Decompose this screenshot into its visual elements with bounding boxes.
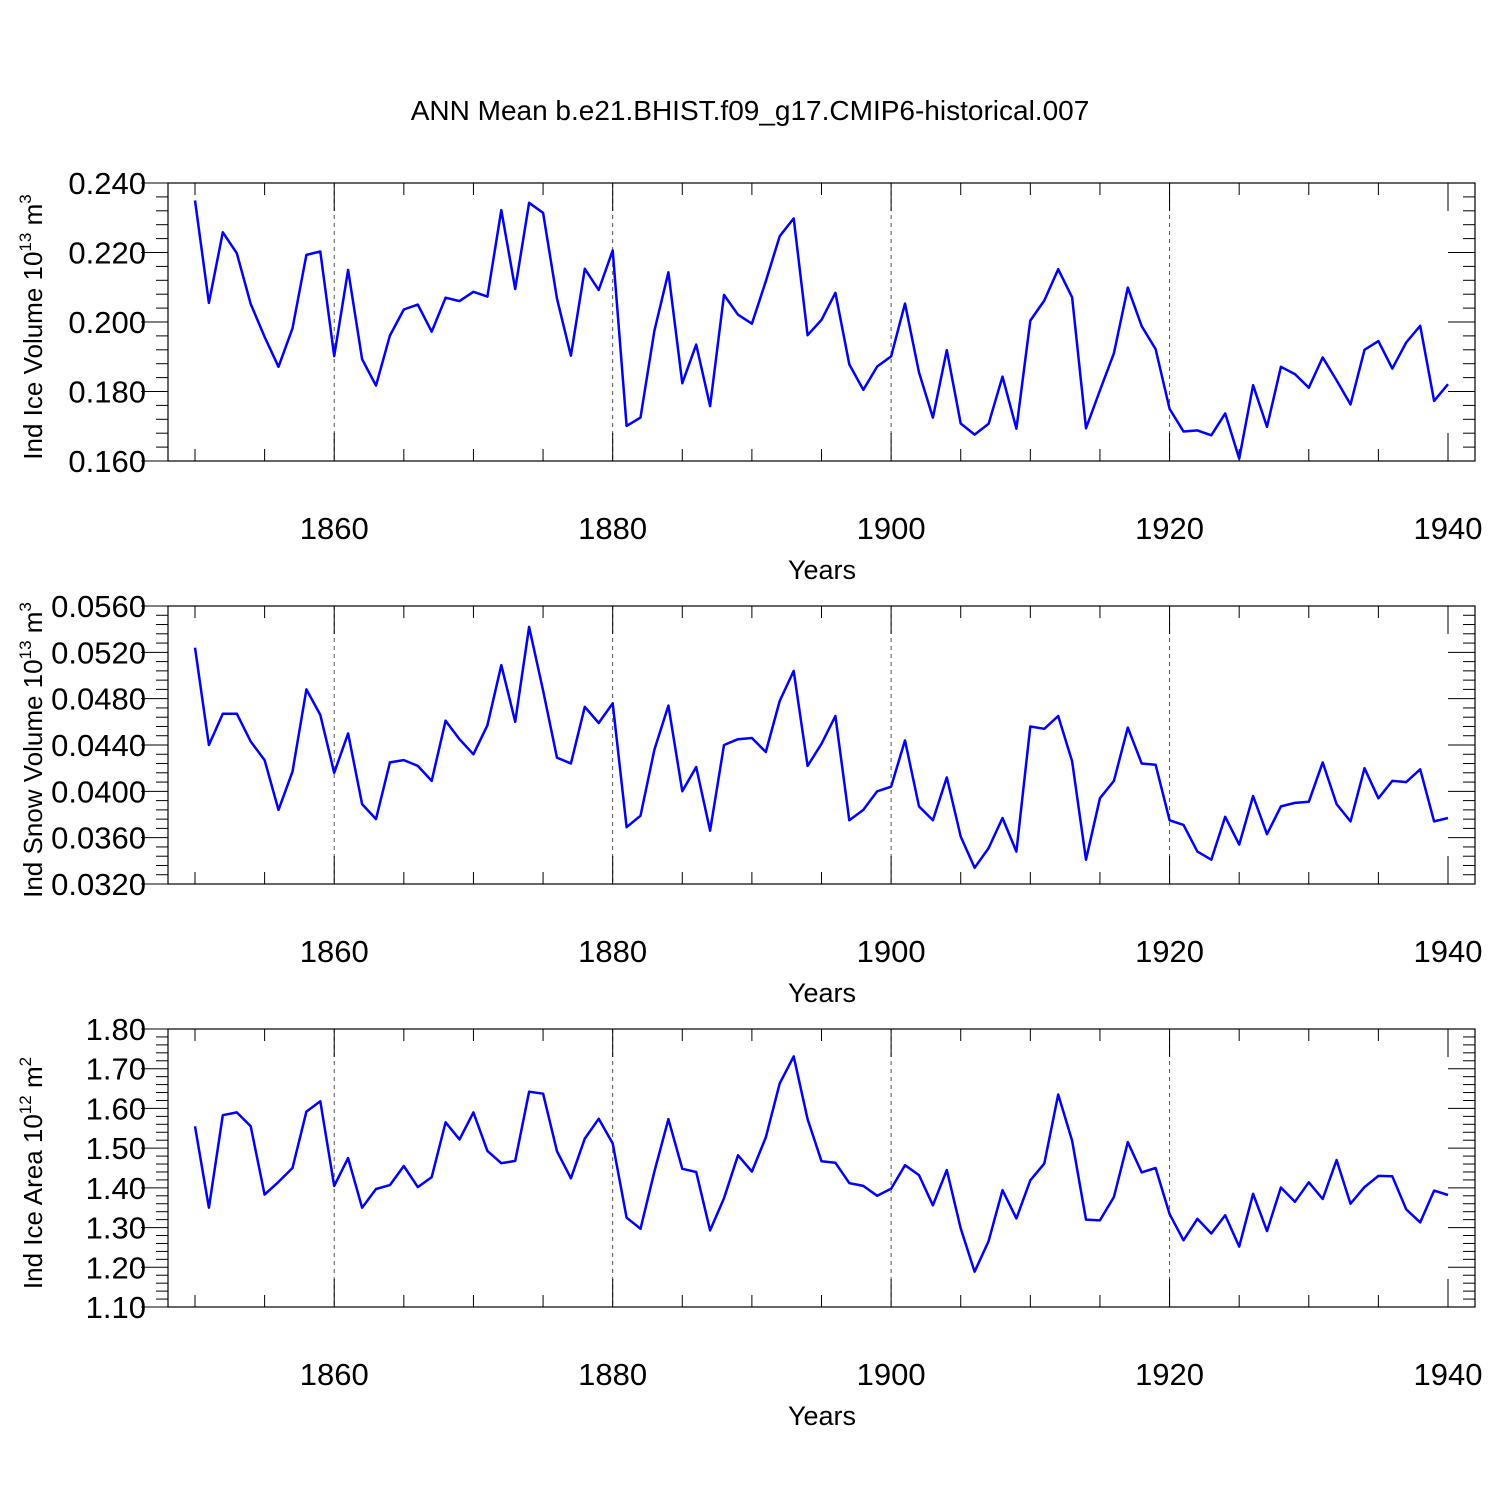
y-tick-label: 0.220 — [68, 236, 146, 271]
x-tick-label: 1940 — [1414, 1357, 1483, 1392]
x-tick-label: 1900 — [857, 511, 926, 546]
y-tick-label: 1.80 — [86, 1012, 146, 1047]
y-tick-label: 1.40 — [86, 1171, 146, 1206]
x-tick-label: 1920 — [1135, 934, 1204, 969]
x-axis-label: Years — [788, 978, 856, 1008]
y-tick-label: 1.20 — [86, 1250, 146, 1285]
y-tick-label: 0.0360 — [51, 821, 146, 856]
y-tick-label: 0.0440 — [51, 728, 146, 763]
y-label-exponent: 12 — [16, 1095, 35, 1114]
y-label-main: Ind Ice Area 10 — [18, 1114, 48, 1289]
series-line-ice-volume — [193, 200, 1449, 460]
y-tick-label: 0.0560 — [51, 589, 146, 624]
x-tick-label: 1900 — [857, 934, 926, 969]
y-label-unit: m — [18, 1066, 48, 1095]
y-tick-label: 1.10 — [86, 1290, 146, 1325]
y-axis-label: Ind Ice Volume 1013 m3 — [16, 194, 48, 459]
y-tick-label: 1.30 — [86, 1211, 146, 1246]
y-tick-label: 1.50 — [86, 1131, 146, 1166]
x-tick-label: 1860 — [300, 511, 369, 546]
y-tick-label: 0.180 — [68, 375, 146, 410]
x-tick-label: 1920 — [1135, 1357, 1204, 1392]
x-axis-label: Years — [788, 1401, 856, 1431]
x-axis-label: Years — [788, 555, 856, 585]
y-tick-label: 0.0400 — [51, 774, 146, 809]
y-tick-label: 0.0520 — [51, 635, 146, 670]
y-label-exponent: 13 — [16, 233, 35, 252]
panel-snow-volume: 0.0320 0.0360 0.0400 0.0440 0.0480 0.0520 0.05… — [16, 589, 1482, 1008]
y-label-unit-exponent: 2 — [16, 1057, 35, 1066]
x-tick-label: 1880 — [578, 511, 647, 546]
x-tick-label: 1900 — [857, 1357, 926, 1392]
x-tick-label: 1940 — [1414, 511, 1483, 546]
figure-title: ANN Mean b.e21.BHIST.f09_g17.CMIP6-histo… — [411, 95, 1090, 126]
x-tick-label: 1880 — [578, 1357, 647, 1392]
y-label-main: Ind Snow Volume 10 — [18, 659, 48, 898]
y-tick-label: 1.60 — [86, 1091, 146, 1126]
y-tick-label: 0.160 — [68, 444, 146, 479]
y-tick-label: 0.0320 — [51, 867, 146, 902]
x-tick-label: 1860 — [300, 934, 369, 969]
y-tick-label: 0.0480 — [51, 682, 146, 717]
y-label-exponent: 13 — [16, 640, 35, 659]
y-tick-label: 1.70 — [86, 1052, 146, 1087]
panel-ice-volume: 0.160 0.180 0.200 0.220 0.240 1860 1880 1900 192… — [16, 166, 1482, 585]
series-line-ice-area — [193, 1055, 1449, 1273]
x-tick-label: 1920 — [1135, 511, 1204, 546]
panels: 0.160 0.180 0.200 0.220 0.240 1860 1880 1900 192… — [16, 166, 1482, 1431]
x-tick-label: 1880 — [578, 934, 647, 969]
y-label-main: Ind Ice Volume 10 — [18, 252, 48, 460]
y-label-unit-exponent: 3 — [16, 194, 35, 203]
x-tick-label: 1940 — [1414, 934, 1483, 969]
y-tick-label: 0.200 — [68, 305, 146, 340]
y-label-unit: m — [18, 204, 48, 233]
y-label-unit: m — [18, 612, 48, 641]
y-axis-label: Ind Ice Area 1012 m2 — [16, 1057, 48, 1289]
y-axis-label: Ind Snow Volume 1013 m3 — [16, 602, 48, 898]
x-tick-label: 1860 — [300, 1357, 369, 1392]
y-tick-label: 0.240 — [68, 166, 146, 201]
series-line-snow-volume — [193, 625, 1449, 870]
panel-ice-area: 1.10 1.20 1.30 1.40 1.50 1.60 1.70 1.80 1860 1880… — [16, 1012, 1482, 1431]
y-label-unit-exponent: 3 — [16, 602, 35, 611]
